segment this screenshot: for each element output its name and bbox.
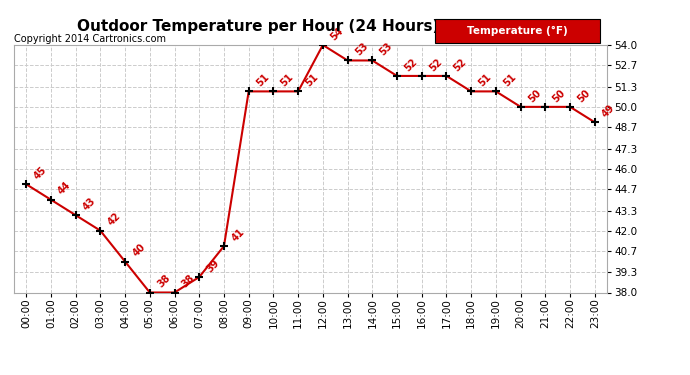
Text: 54: 54: [328, 26, 345, 42]
Text: Outdoor Temperature per Hour (24 Hours) 20140407: Outdoor Temperature per Hour (24 Hours) …: [77, 19, 530, 34]
Text: 53: 53: [378, 41, 395, 58]
Text: 40: 40: [130, 242, 147, 259]
Text: 39: 39: [205, 258, 221, 274]
Text: 51: 51: [304, 72, 320, 88]
Text: 43: 43: [81, 196, 98, 212]
Text: 52: 52: [427, 57, 444, 73]
Text: 45: 45: [32, 165, 48, 182]
Text: 44: 44: [57, 180, 73, 197]
Text: 51: 51: [254, 72, 271, 88]
Text: 52: 52: [452, 57, 469, 73]
Text: 50: 50: [526, 87, 543, 104]
Text: 51: 51: [502, 72, 518, 88]
Text: Copyright 2014 Cartronics.com: Copyright 2014 Cartronics.com: [14, 34, 166, 44]
Text: 51: 51: [279, 72, 295, 88]
Text: 41: 41: [230, 227, 246, 243]
Text: 50: 50: [575, 87, 592, 104]
Text: Temperature (°F): Temperature (°F): [467, 26, 568, 36]
Text: 52: 52: [402, 57, 420, 73]
Text: 42: 42: [106, 211, 123, 228]
Text: 53: 53: [353, 41, 370, 58]
Text: 38: 38: [155, 273, 172, 290]
Text: 50: 50: [551, 87, 568, 104]
Text: 51: 51: [477, 72, 493, 88]
Text: 38: 38: [180, 273, 197, 290]
Text: 49: 49: [600, 103, 617, 120]
